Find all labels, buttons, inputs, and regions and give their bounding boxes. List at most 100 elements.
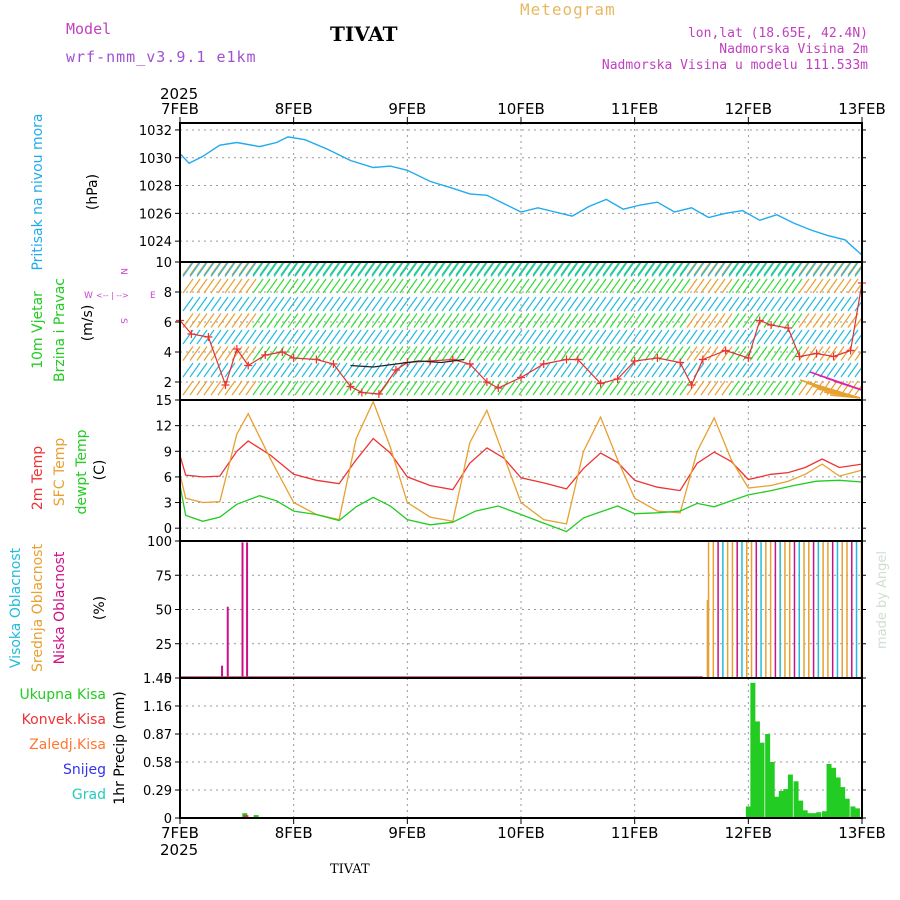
wind-barb: [714, 262, 726, 276]
y-tick-label: 100: [147, 535, 172, 550]
wind-speed-marker: [596, 379, 605, 388]
wind-barb: [441, 380, 453, 396]
precip-bar: [816, 812, 822, 818]
wind-barb: [371, 278, 383, 294]
wind-barb: [350, 262, 362, 276]
wind-barb: [504, 262, 516, 277]
wind-barb: [819, 278, 831, 294]
wind-barb: [378, 296, 390, 312]
wind-barb: [252, 346, 264, 361]
wind-barb: [840, 362, 852, 378]
wind-barb: [511, 362, 523, 378]
wind-barb: [665, 313, 677, 328]
wind-barb: [434, 262, 446, 277]
wind-barb: [196, 278, 208, 294]
wind-barb: [385, 346, 397, 361]
wind-barb: [854, 265, 862, 277]
wind-barb: [602, 262, 614, 277]
wind-barb: [497, 262, 509, 277]
wind-barb: [224, 262, 236, 276]
wind-barb: [280, 262, 292, 276]
wind-barb: [504, 262, 516, 276]
wind-barb: [714, 362, 726, 378]
wind-barb: [308, 380, 320, 396]
wind-barb: [812, 278, 824, 294]
wind-barb: [735, 278, 747, 294]
wind-barb: [672, 262, 684, 276]
wind-barb: [413, 262, 425, 276]
wind-barb: [756, 296, 768, 312]
wind-barb: [322, 329, 334, 345]
wind-barb: [518, 262, 530, 277]
y-tick-label: 0: [164, 522, 172, 537]
wind-barb: [189, 313, 201, 328]
wind-barb: [343, 313, 355, 328]
wind-barb: [420, 329, 432, 345]
wind-barb: [686, 362, 698, 378]
wind-barb: [301, 362, 313, 378]
wind-barb: [427, 262, 439, 277]
wind-barb: [364, 346, 376, 361]
wind-barb: [511, 346, 523, 361]
wind-barb: [392, 296, 404, 312]
wind-barb: [665, 262, 677, 277]
wind-barb: [833, 313, 845, 328]
wind-barb: [518, 329, 530, 345]
wind-barb: [462, 380, 474, 396]
wind-barb: [812, 362, 824, 378]
wind-barb: [322, 362, 334, 378]
wind-barb: [315, 296, 327, 312]
wind-barb: [378, 329, 390, 345]
wind-barb: [651, 262, 663, 277]
wind-barb: [777, 262, 789, 276]
wind-barb: [238, 262, 250, 276]
wind-speed-marker: [221, 381, 230, 389]
wind-barb: [637, 278, 649, 294]
wind-barb: [273, 313, 285, 328]
wind-barb: [448, 262, 460, 277]
wind-barb: [742, 262, 754, 277]
precip-bar: [253, 815, 259, 818]
x-tick-label-bottom: 9FEB: [388, 824, 426, 842]
wind-speed-marker: [289, 354, 298, 362]
wind-barb: [700, 296, 712, 312]
wind-barb: [294, 329, 306, 345]
wind-barb: [798, 329, 810, 345]
wind-barb: [420, 262, 432, 277]
wind-barb: [630, 313, 642, 328]
precip-legend-item: Konvek.Kisa: [22, 712, 106, 728]
precip-bar: [798, 800, 804, 818]
wind-barb: [231, 296, 243, 312]
wind-barb: [455, 262, 467, 276]
wind-barb: [630, 346, 642, 361]
pressure-unit-label: (hPa): [85, 174, 101, 210]
wind-barb: [560, 346, 572, 361]
wind-barb: [784, 362, 796, 378]
wind-speed-marker: [357, 388, 366, 397]
wind-barb: [280, 362, 292, 378]
wind-barb: [791, 380, 803, 396]
wind-barb: [721, 262, 733, 277]
wind-barb: [595, 262, 607, 276]
wind-barb: [308, 278, 320, 294]
wind-barb: [714, 278, 726, 294]
wind-barb: [581, 380, 593, 396]
wind-barb: [273, 362, 285, 378]
wind-barb: [210, 262, 222, 276]
temp-line-dewpt-temp: [179, 479, 863, 533]
wind-barb: [679, 262, 691, 277]
wind-barb: [672, 329, 684, 345]
wind-barb: [490, 262, 502, 277]
wind-barb: [315, 380, 327, 396]
wind-barb: [819, 313, 831, 328]
wind-barb: [798, 262, 810, 276]
wind-barb: [385, 262, 397, 276]
wind-barb: [189, 296, 201, 312]
precip-legend-item: Grad: [72, 787, 106, 803]
wind-barb: [196, 262, 208, 277]
wind-barb: [581, 296, 593, 312]
wind-barb: [714, 262, 726, 277]
wind-barb: [721, 329, 733, 345]
wind-barb: [805, 296, 817, 312]
wind-barb: [567, 380, 579, 396]
